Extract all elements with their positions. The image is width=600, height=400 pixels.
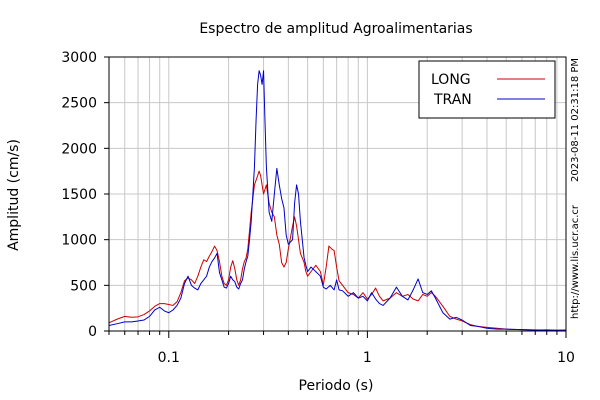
y-tick-label: 3000 (61, 50, 97, 66)
axis-ticks: 0 500 1000 1500 2000 2500 3000 0.1 1 10 (61, 50, 575, 366)
y-tick-label: 1500 (61, 187, 97, 203)
y-tick-label: 2500 (61, 96, 97, 112)
y-tick-label: 1000 (61, 233, 97, 249)
series-line-long (108, 170, 567, 331)
chart-title: Espectro de amplitud Agroalimentarias (199, 21, 472, 37)
y-tick-label: 2000 (61, 141, 97, 157)
y-tick-label: 0 (88, 324, 97, 340)
x-tick-label: 1 (363, 350, 372, 366)
x-tick-label: 0.1 (158, 350, 180, 366)
y-axis-label: Amplitud (cm/s) (6, 139, 22, 251)
series-layer (108, 70, 567, 331)
legend-box (418, 60, 556, 119)
legend-label-tran: TRAN (433, 92, 472, 108)
timestamp-label: 2023-08-11 02:31:18 PM (570, 58, 581, 182)
legend-label-long: LONG (431, 72, 471, 88)
series-line-tran (108, 70, 567, 331)
y-tick-label: 500 (70, 278, 97, 294)
x-axis-label: Periodo (s) (299, 378, 374, 394)
x-tick-label: 10 (557, 350, 575, 366)
legend: LONG TRAN (418, 60, 556, 119)
source-url-label: http://www.lis.ucr.ac.cr (570, 204, 581, 319)
